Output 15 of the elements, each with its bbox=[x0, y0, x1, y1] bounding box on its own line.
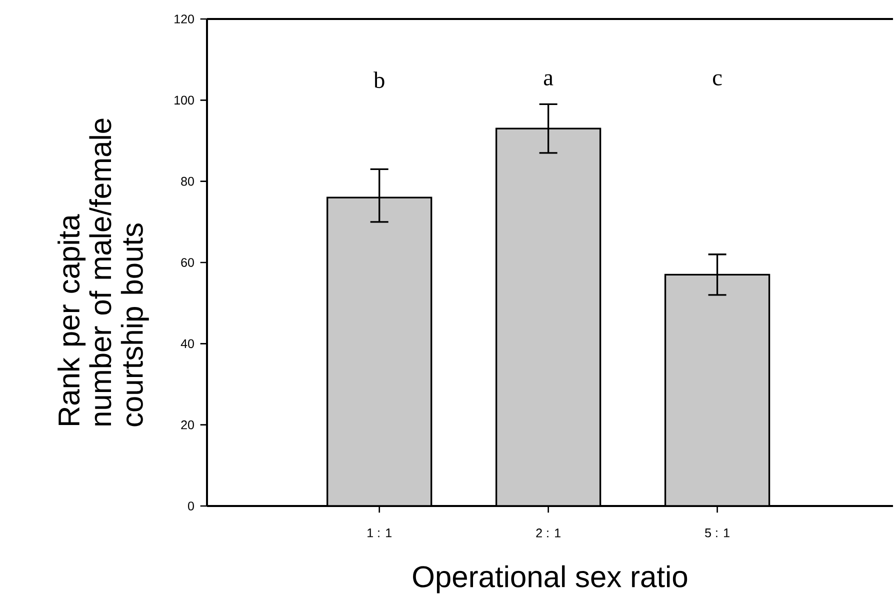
x-tick-label: 5 : 1 bbox=[705, 528, 730, 538]
x-axis-title: Operational sex ratio bbox=[413, 565, 688, 594]
y-tick-label: 100 bbox=[174, 96, 194, 105]
y-axis-title: Rank per capita number of male/female courtship bouts bbox=[58, 118, 149, 426]
x-tick-label: 1 : 1 bbox=[368, 528, 392, 538]
y-tick-label: 120 bbox=[174, 14, 194, 24]
y-tick-label: 60 bbox=[181, 258, 194, 267]
x-tick-label: 2 : 1 bbox=[536, 528, 560, 538]
y-tick-label: 80 bbox=[181, 176, 194, 186]
annotation: a bbox=[544, 74, 554, 86]
y-tick-label: 0 bbox=[188, 502, 194, 510]
annotation: b bbox=[374, 72, 384, 88]
y-tick-label: 40 bbox=[180, 339, 194, 348]
annotation: c bbox=[712, 74, 722, 86]
y-tick-label: 20 bbox=[181, 420, 194, 430]
